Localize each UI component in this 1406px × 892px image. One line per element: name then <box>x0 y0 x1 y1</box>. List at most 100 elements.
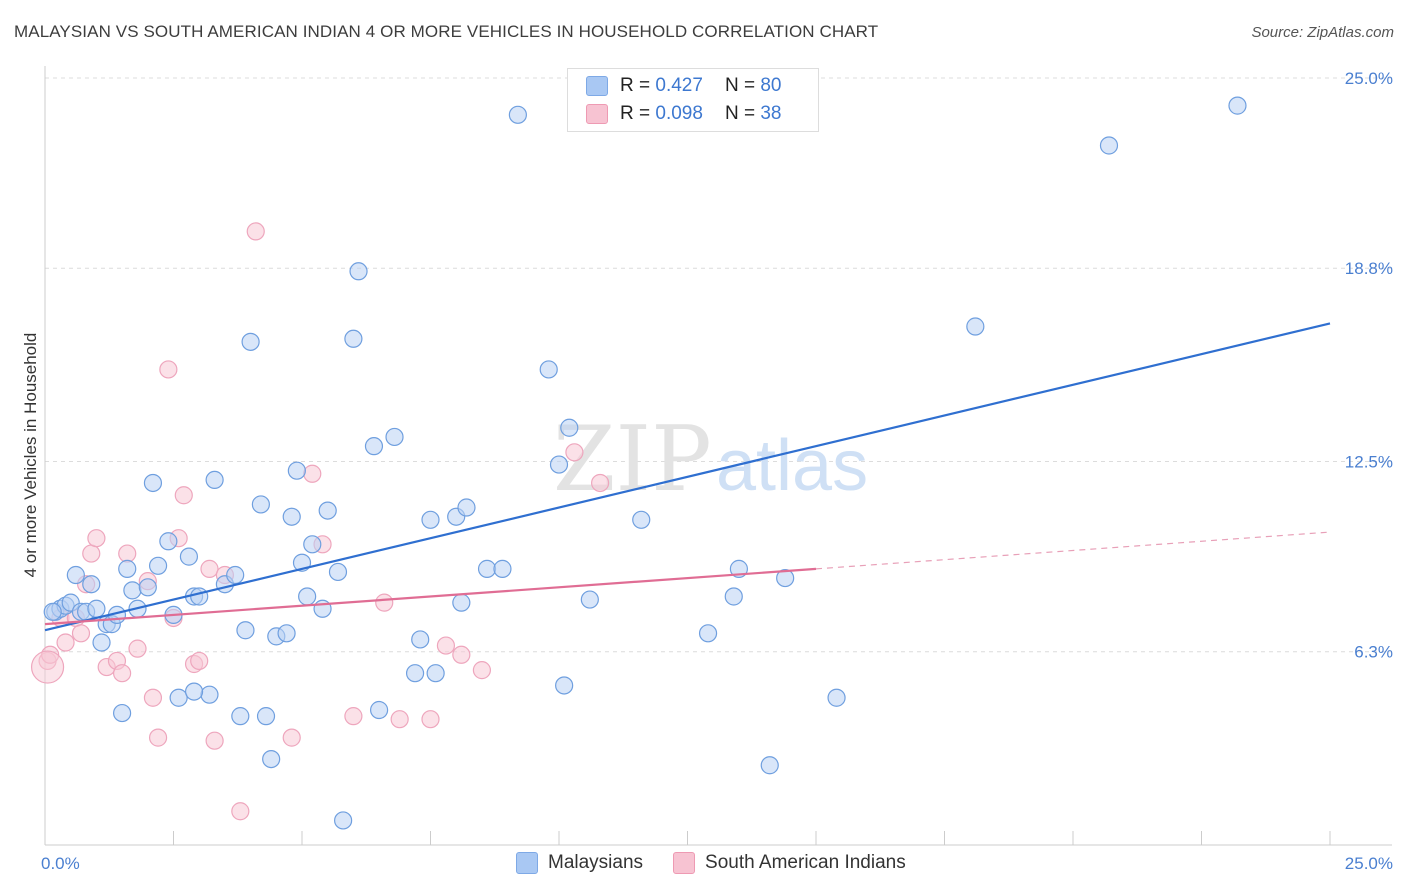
point-malaysians <box>555 676 574 695</box>
legend-item-south-american-indians[interactable]: South American Indians <box>673 852 906 874</box>
y-tick-label: 25.0% <box>1345 69 1393 88</box>
point-malaysians <box>159 532 178 551</box>
point-malaysians <box>148 556 168 575</box>
point-malaysians <box>405 664 425 683</box>
point-malaysians <box>349 262 368 281</box>
x-tick-label: 25.0% <box>1345 854 1393 873</box>
point-malaysians <box>118 559 137 578</box>
point-malaysians <box>169 688 188 707</box>
point-malaysians <box>318 501 337 520</box>
point-south-american-indians <box>143 688 163 707</box>
point-malaysians <box>287 461 306 480</box>
point-south-american-indians <box>282 728 301 747</box>
r-label: R = <box>620 75 651 96</box>
point-south-american-indians <box>591 473 610 493</box>
point-malaysians <box>698 624 718 643</box>
chart-source: Source: ZipAtlas.com <box>1251 24 1394 41</box>
point-south-american-indians <box>303 464 322 483</box>
point-malaysians <box>452 593 471 612</box>
point-malaysians <box>776 568 795 588</box>
point-south-american-indians <box>246 222 265 241</box>
point-malaysians <box>231 707 250 726</box>
point-south-american-indians <box>436 636 456 655</box>
point-malaysians <box>328 562 348 582</box>
point-malaysians <box>112 703 132 723</box>
point-malaysians <box>143 473 163 493</box>
point-malaysians <box>966 317 985 336</box>
point-malaysians <box>580 590 599 609</box>
point-south-american-indians <box>375 593 394 612</box>
point-south-american-indians <box>56 633 75 652</box>
legend-row-malaysians: R = 0.427 N = 80 <box>586 73 781 99</box>
point-south-american-indians <box>118 544 137 563</box>
point-south-american-indians <box>472 661 491 680</box>
point-south-american-indians <box>190 651 209 671</box>
point-south-american-indians <box>200 559 219 578</box>
point-malaysians <box>43 602 62 621</box>
watermark-atlas: atlas <box>716 426 868 506</box>
point-malaysians <box>370 700 389 720</box>
point-south-american-indians <box>421 710 440 729</box>
y-tick-label: 12.5% <box>1345 453 1393 472</box>
point-malaysians <box>421 510 440 529</box>
n-label: N = <box>724 75 756 96</box>
r-value-malaysians: 0.427 <box>655 75 703 96</box>
point-malaysians <box>827 688 846 707</box>
point-malaysians <box>236 621 255 640</box>
r-value-south-american-indians: 0.098 <box>655 103 703 124</box>
point-malaysians <box>364 437 384 456</box>
point-malaysians <box>724 587 743 606</box>
series-legend: Malaysians South American Indians <box>516 852 936 874</box>
trend-lines <box>44 322 1331 632</box>
point-malaysians <box>82 575 101 594</box>
legend-swatch-blue <box>516 852 538 874</box>
point-malaysians <box>457 498 476 517</box>
point-south-american-indians <box>159 360 178 379</box>
n-label: N = <box>724 103 756 124</box>
legend-swatch-pink <box>673 852 696 874</box>
r-label: R = <box>620 103 651 124</box>
tick-labels: 6.3% 12.5% 18.8% 25.0% 0.0% 25.0% <box>41 69 1393 873</box>
point-malaysians <box>205 470 224 490</box>
legend-label-south-american-indians: South American Indians <box>705 852 906 873</box>
point-malaysians <box>760 756 779 775</box>
y-axis-title: 4 or more Vehicles in Household <box>21 333 40 578</box>
point-malaysians <box>344 329 363 348</box>
point-malaysians <box>303 535 322 554</box>
point-south-american-indians <box>148 728 168 747</box>
legend-row-south-american-indians: R = 0.098 N = 38 <box>586 101 781 127</box>
point-south-american-indians <box>128 639 147 658</box>
point-south-american-indians <box>71 624 91 643</box>
point-malaysians <box>1228 96 1247 115</box>
point-south-american-indians <box>390 710 409 729</box>
point-south-american-indians <box>82 544 101 563</box>
point-malaysians <box>179 547 199 566</box>
point-south-american-indians <box>344 707 363 726</box>
axes <box>44 66 1392 846</box>
trend-line-extension <box>815 531 1331 570</box>
point-malaysians <box>251 495 270 514</box>
chart-title: MALAYSIAN VS SOUTH AMERICAN INDIAN 4 OR … <box>14 22 879 41</box>
point-malaysians <box>549 455 569 474</box>
point-malaysians <box>282 507 301 526</box>
point-malaysians <box>477 559 497 578</box>
point-malaysians <box>262 749 281 769</box>
y-tick-label: 18.8% <box>1345 259 1393 278</box>
point-malaysians <box>334 811 353 830</box>
point-south-american-indians <box>30 650 65 684</box>
legend-swatch-blue <box>586 76 608 96</box>
x-tick-label: 0.0% <box>41 854 80 873</box>
point-south-american-indians <box>452 645 471 664</box>
point-malaysians <box>87 599 106 618</box>
point-malaysians <box>1099 136 1119 155</box>
point-malaysians <box>385 427 404 447</box>
trend-line-malaysians <box>44 322 1331 632</box>
series-south-american-indians <box>30 222 610 821</box>
point-malaysians <box>426 664 445 683</box>
point-malaysians <box>560 418 579 437</box>
legend-item-malaysians[interactable]: Malaysians <box>516 852 643 874</box>
point-malaysians <box>138 578 157 597</box>
point-south-american-indians <box>112 664 132 683</box>
point-malaysians <box>632 510 651 529</box>
